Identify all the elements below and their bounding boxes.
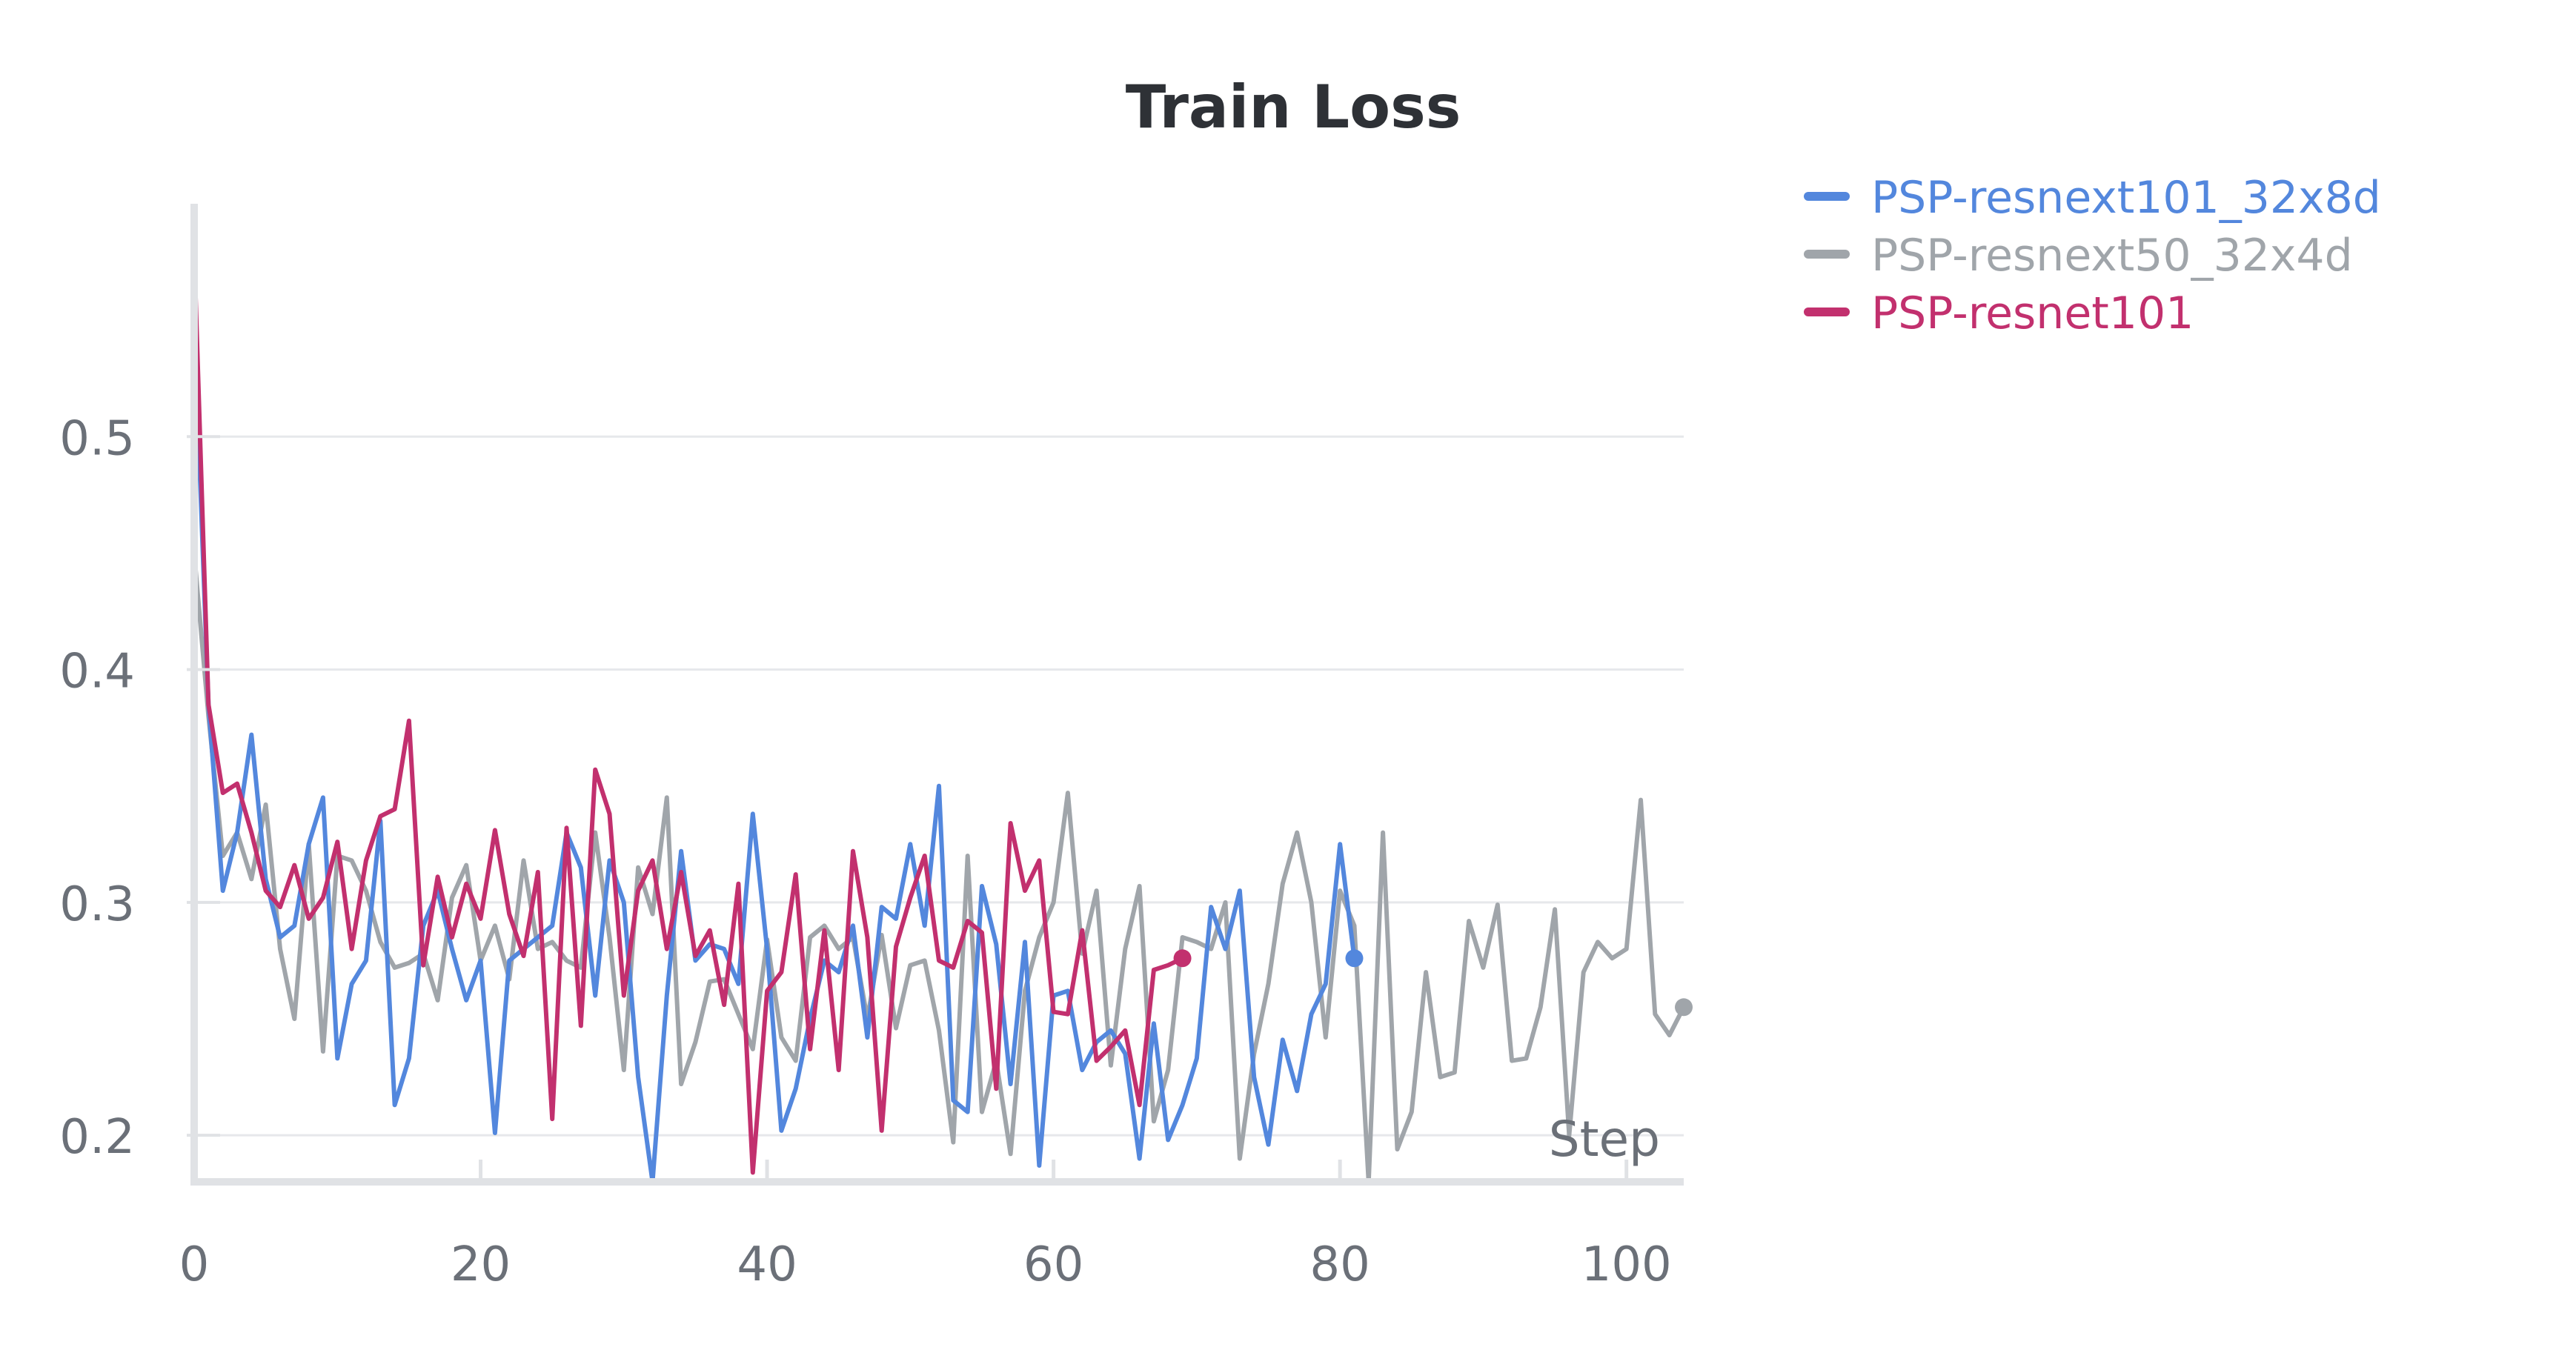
- legend[interactable]: PSP-resnext101_32x8d PSP-resnext50_32x4dP…: [1804, 172, 2381, 339]
- series-end-point: [1345, 949, 1364, 968]
- series-end-point: [1173, 949, 1192, 968]
- legend-item[interactable]: PSP-resnext50_32x4d: [1804, 230, 2353, 282]
- legend-item[interactable]: PSP-resnext101_32x8d: [1804, 172, 2381, 224]
- x-tick-label: 100: [1581, 1237, 1672, 1292]
- x-tick-label: 0: [179, 1237, 210, 1292]
- x-tick-label: 60: [1023, 1237, 1083, 1292]
- y-tick-label: 0.3: [59, 877, 135, 932]
- legend-label: PSP-resnext101_32x8d: [1871, 172, 2381, 224]
- series-lines: [192, 247, 1693, 1184]
- series-line-PSP-resnet101: [192, 247, 1185, 1175]
- legend-label: PSP-resnext50_32x4d: [1871, 230, 2353, 282]
- x-tick-label: 80: [1309, 1237, 1370, 1292]
- y-tick-label: 0.4: [59, 645, 135, 699]
- axes: 0.2 0.3 0.4 0.5 0 20 40 60 80 100: [59, 204, 1684, 1292]
- series-line-PSP-resnext101_32x8d: [192, 318, 1357, 1184]
- series-end-point: [1675, 998, 1693, 1017]
- legend-item[interactable]: PSP-resnet101: [1804, 287, 2194, 339]
- y-tick-label: 0.5: [59, 411, 135, 466]
- chart-title: Train Loss: [1126, 73, 1461, 142]
- legend-label: PSP-resnet101: [1871, 287, 2194, 339]
- y-tick-label: 0.2: [59, 1110, 135, 1165]
- x-tick-label: 20: [451, 1237, 511, 1292]
- series-line-PSP-resnext50_32x4d: [192, 551, 1686, 1184]
- x-axis-label: Step: [1549, 1111, 1660, 1168]
- x-tick-label: 40: [737, 1237, 797, 1292]
